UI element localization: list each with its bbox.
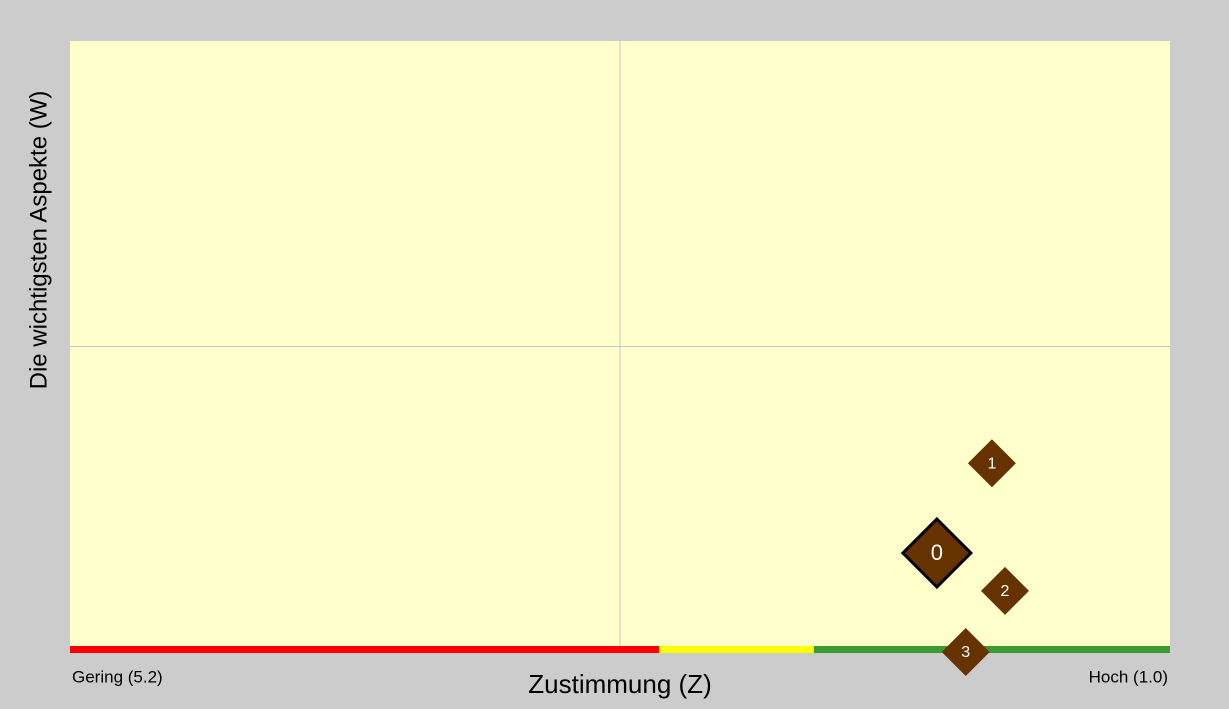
point-label: 2 xyxy=(1001,583,1010,600)
x-axis-label: Zustimmung (Z) xyxy=(528,669,711,699)
x-min-label: Gering (5.2) xyxy=(72,667,163,686)
color-band xyxy=(659,646,814,653)
point-marker xyxy=(900,516,974,590)
color-band xyxy=(70,646,660,653)
point-marker xyxy=(967,439,1016,488)
point-label: 0 xyxy=(931,540,943,565)
point-label: 1 xyxy=(987,455,996,472)
x-max-label: Hoch (1.0) xyxy=(1089,667,1168,686)
point-marker xyxy=(941,628,990,676)
point-label: 3 xyxy=(961,644,970,661)
color-band xyxy=(813,646,1170,653)
point-marker xyxy=(981,566,1029,615)
y-axis-label: Die wichtigsten Aspekte (W) xyxy=(25,91,52,390)
